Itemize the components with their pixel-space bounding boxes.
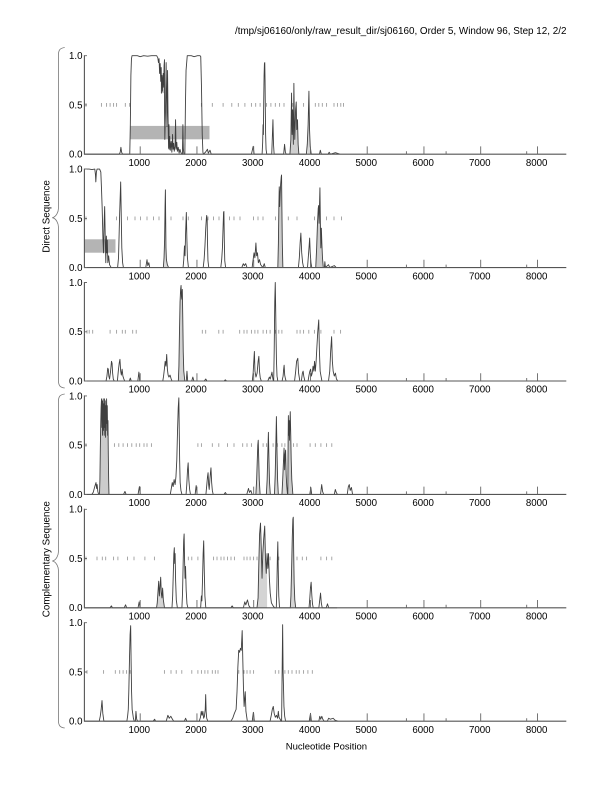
svg-text:0.5: 0.5 — [69, 214, 82, 225]
svg-text:2000: 2000 — [185, 385, 207, 396]
svg-text:8000: 8000 — [526, 498, 548, 509]
svg-text:1000: 1000 — [129, 498, 151, 509]
svg-text:Complementary Sequence: Complementary Sequence — [42, 501, 53, 618]
svg-text:1.0: 1.0 — [69, 165, 83, 176]
svg-text:/tmp/sj06160/only/raw_result_d: /tmp/sj06160/only/raw_result_dir/sj06160… — [235, 26, 567, 37]
svg-text:3000: 3000 — [242, 158, 264, 169]
svg-text:1.0: 1.0 — [69, 618, 83, 629]
svg-text:5000: 5000 — [356, 158, 378, 169]
svg-text:4000: 4000 — [299, 158, 321, 169]
svg-text:1000: 1000 — [129, 385, 151, 396]
svg-text:1.0: 1.0 — [69, 391, 83, 402]
svg-text:0.0: 0.0 — [69, 376, 83, 387]
svg-text:0.5: 0.5 — [69, 554, 82, 565]
svg-text:6000: 6000 — [412, 612, 434, 623]
svg-text:6000: 6000 — [412, 158, 434, 169]
svg-text:1000: 1000 — [129, 612, 151, 623]
svg-text:4000: 4000 — [299, 385, 321, 396]
svg-text:4000: 4000 — [299, 498, 321, 509]
svg-text:8000: 8000 — [526, 158, 548, 169]
svg-text:5000: 5000 — [356, 498, 378, 509]
svg-text:Direct Sequence: Direct Sequence — [42, 180, 53, 253]
svg-text:8000: 8000 — [526, 612, 548, 623]
svg-text:7000: 7000 — [469, 385, 491, 396]
svg-text:1000: 1000 — [129, 725, 151, 736]
svg-text:0.0: 0.0 — [69, 263, 83, 274]
svg-text:6000: 6000 — [412, 385, 434, 396]
svg-text:6000: 6000 — [412, 271, 434, 282]
svg-text:8000: 8000 — [526, 725, 548, 736]
svg-text:1.0: 1.0 — [69, 278, 83, 289]
svg-text:3000: 3000 — [242, 385, 264, 396]
svg-text:0.5: 0.5 — [69, 327, 82, 338]
svg-text:3000: 3000 — [242, 725, 264, 736]
svg-text:7000: 7000 — [469, 498, 491, 509]
svg-text:1000: 1000 — [129, 271, 151, 282]
svg-text:2000: 2000 — [185, 498, 207, 509]
svg-text:1.0: 1.0 — [69, 505, 83, 516]
svg-text:7000: 7000 — [469, 158, 491, 169]
svg-text:2000: 2000 — [185, 725, 207, 736]
svg-text:Nucleotide Position: Nucleotide Position — [286, 742, 367, 753]
svg-text:4000: 4000 — [299, 271, 321, 282]
svg-text:4000: 4000 — [299, 612, 321, 623]
svg-text:8000: 8000 — [526, 271, 548, 282]
svg-text:0.5: 0.5 — [69, 667, 82, 678]
svg-text:6000: 6000 — [412, 725, 434, 736]
svg-text:0.0: 0.0 — [69, 150, 83, 161]
svg-text:0.5: 0.5 — [69, 441, 82, 452]
svg-text:7000: 7000 — [469, 612, 491, 623]
svg-text:3000: 3000 — [242, 498, 264, 509]
svg-text:8000: 8000 — [526, 385, 548, 396]
svg-text:4000: 4000 — [299, 725, 321, 736]
svg-text:2000: 2000 — [185, 158, 207, 169]
svg-text:7000: 7000 — [469, 725, 491, 736]
svg-text:1000: 1000 — [129, 158, 151, 169]
svg-text:3000: 3000 — [242, 271, 264, 282]
svg-text:5000: 5000 — [356, 725, 378, 736]
svg-text:3000: 3000 — [242, 612, 264, 623]
svg-text:0.0: 0.0 — [69, 717, 83, 728]
svg-text:5000: 5000 — [356, 271, 378, 282]
svg-text:1.0: 1.0 — [69, 51, 83, 62]
svg-text:2000: 2000 — [185, 271, 207, 282]
svg-text:0.5: 0.5 — [69, 100, 82, 111]
svg-text:2000: 2000 — [185, 612, 207, 623]
svg-text:7000: 7000 — [469, 271, 491, 282]
svg-text:5000: 5000 — [356, 385, 378, 396]
svg-text:6000: 6000 — [412, 498, 434, 509]
svg-text:5000: 5000 — [356, 612, 378, 623]
svg-text:0.0: 0.0 — [69, 603, 83, 614]
svg-text:0.0: 0.0 — [69, 490, 83, 501]
